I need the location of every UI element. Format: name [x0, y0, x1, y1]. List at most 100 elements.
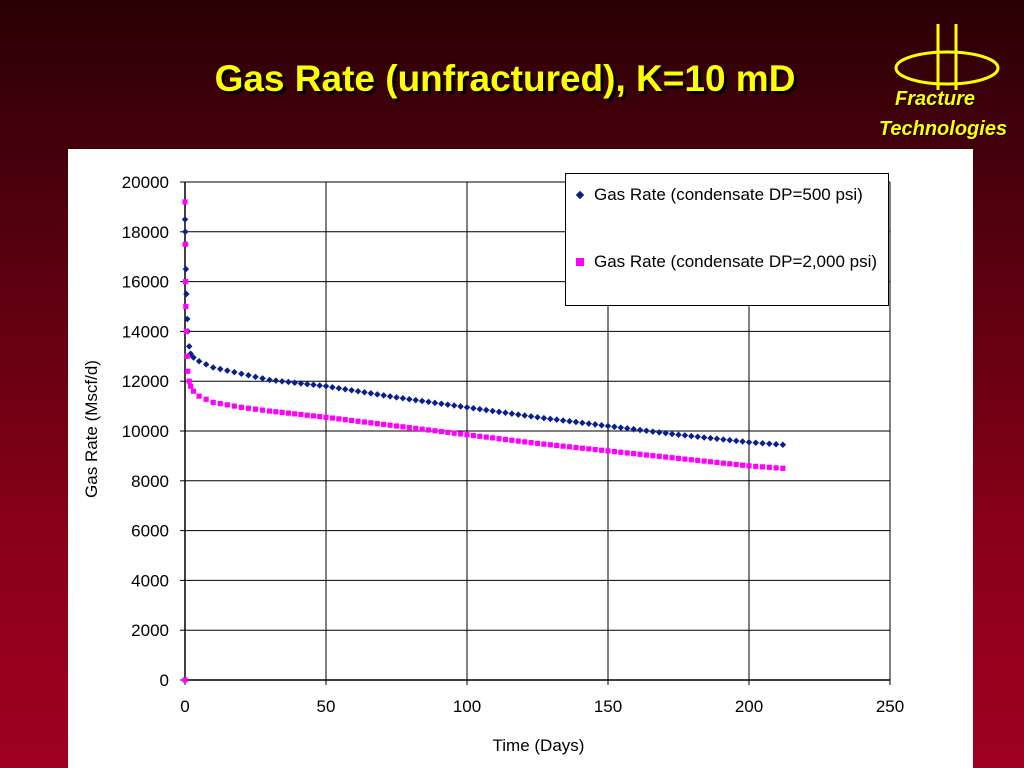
x-tick-label: 200 [735, 697, 763, 716]
data-point-square [573, 444, 579, 451]
data-point-diamond [303, 380, 311, 388]
data-point-diamond [183, 290, 190, 298]
data-point-square [182, 199, 188, 205]
data-point-diamond [266, 376, 273, 384]
data-point-square [361, 419, 368, 425]
data-point-square [182, 241, 188, 247]
data-point-diamond [707, 434, 714, 442]
data-point-square [259, 407, 266, 413]
data-point-square [203, 396, 209, 402]
data-point-square [323, 414, 329, 420]
data-point-diamond [739, 438, 746, 445]
data-point-square [669, 455, 675, 461]
data-point-square [592, 446, 598, 453]
data-point-square [605, 448, 611, 454]
x-axis-label: Time (Days) [493, 736, 585, 755]
x-tick-label: 50 [317, 697, 336, 716]
data-point-diamond [572, 418, 580, 426]
data-point-diamond [181, 216, 189, 223]
data-point-square [618, 449, 624, 455]
data-point-diamond [604, 422, 612, 430]
data-point-diamond [457, 403, 464, 410]
data-point-diamond [515, 411, 522, 418]
data-point-square [292, 411, 298, 417]
data-point-square [224, 402, 230, 408]
data-point-diamond [216, 365, 224, 373]
data-point-diamond [361, 389, 368, 396]
legend-label-series2: Gas Rate (condensate DP=2,000 psi) [594, 252, 878, 271]
data-point-square [631, 451, 637, 457]
logo-text-line1: Fracture [894, 88, 976, 110]
data-point-diamond [406, 395, 413, 403]
y-axis-label: Gas Rate (Mscf/d) [82, 360, 101, 498]
data-point-diamond [231, 368, 238, 376]
y-tick-label: 4000 [131, 571, 169, 590]
data-point-diamond [656, 429, 663, 436]
data-point-square [387, 422, 393, 428]
data-point-square [336, 416, 342, 422]
data-point-square [682, 456, 688, 462]
data-point-diamond [354, 388, 362, 395]
data-point-diamond [418, 397, 426, 405]
data-point-square [560, 443, 566, 449]
data-point-diamond [566, 418, 573, 425]
data-point-square [650, 453, 656, 459]
data-point-square [238, 404, 244, 410]
data-point-square [701, 458, 707, 464]
data-point-square [624, 450, 630, 456]
data-point-diamond [772, 440, 780, 448]
data-point-diamond [374, 391, 381, 398]
data-point-diamond [367, 390, 375, 397]
fracture-logo-icon [894, 24, 1000, 90]
y-tick-label: 12000 [122, 372, 169, 391]
data-point-square [496, 436, 502, 442]
data-point-diamond [745, 438, 753, 446]
data-point-diamond [598, 421, 605, 429]
data-point-diamond [425, 398, 432, 406]
y-tick-label: 0 [160, 671, 169, 690]
data-point-square [406, 425, 412, 431]
data-point-diamond [297, 380, 305, 387]
data-point-square [185, 368, 191, 374]
legend-item-series1: Gas Rate (condensate DP=500 psi) [575, 183, 899, 206]
data-point-diamond [732, 437, 740, 445]
data-point-diamond [476, 405, 484, 413]
data-point-square [637, 451, 643, 457]
data-point-diamond [470, 404, 477, 412]
data-point-square [477, 433, 483, 439]
data-point-diamond [521, 412, 528, 419]
data-point-square [355, 418, 361, 424]
data-point-diamond [238, 370, 245, 377]
data-point-square [349, 417, 355, 424]
data-point-diamond [547, 415, 554, 423]
data-point-diamond [617, 424, 625, 431]
data-point-diamond [182, 265, 190, 273]
data-point-square [483, 434, 489, 440]
data-point-square [759, 464, 766, 470]
data-point-diamond [450, 402, 458, 409]
data-point-square [457, 431, 464, 437]
data-point-square [720, 460, 726, 466]
data-point-diamond [649, 428, 657, 435]
data-point-square [310, 413, 317, 419]
data-point-square [196, 393, 202, 399]
data-point-square [509, 437, 515, 443]
data-point-diamond [694, 433, 701, 441]
data-point-square [279, 409, 285, 416]
data-point-diamond [700, 434, 708, 441]
data-point-diamond [348, 387, 355, 394]
data-point-diamond [285, 378, 292, 386]
data-point-square [688, 457, 694, 463]
x-tick-label: 150 [594, 697, 622, 716]
data-point-square [522, 439, 528, 445]
data-point-square [586, 446, 592, 452]
data-point-square [656, 453, 662, 459]
data-point-square [419, 426, 425, 432]
data-point-square [739, 462, 746, 468]
chart-legend: Gas Rate (condensate DP=500 psi) Gas Rat… [565, 173, 889, 306]
tick-labels: 0200040006000800010000120001400016000180… [122, 173, 904, 716]
data-point-square [413, 425, 419, 431]
x-tick-label: 0 [180, 697, 189, 716]
data-point-diamond [209, 364, 217, 371]
data-point-diamond [623, 425, 631, 432]
